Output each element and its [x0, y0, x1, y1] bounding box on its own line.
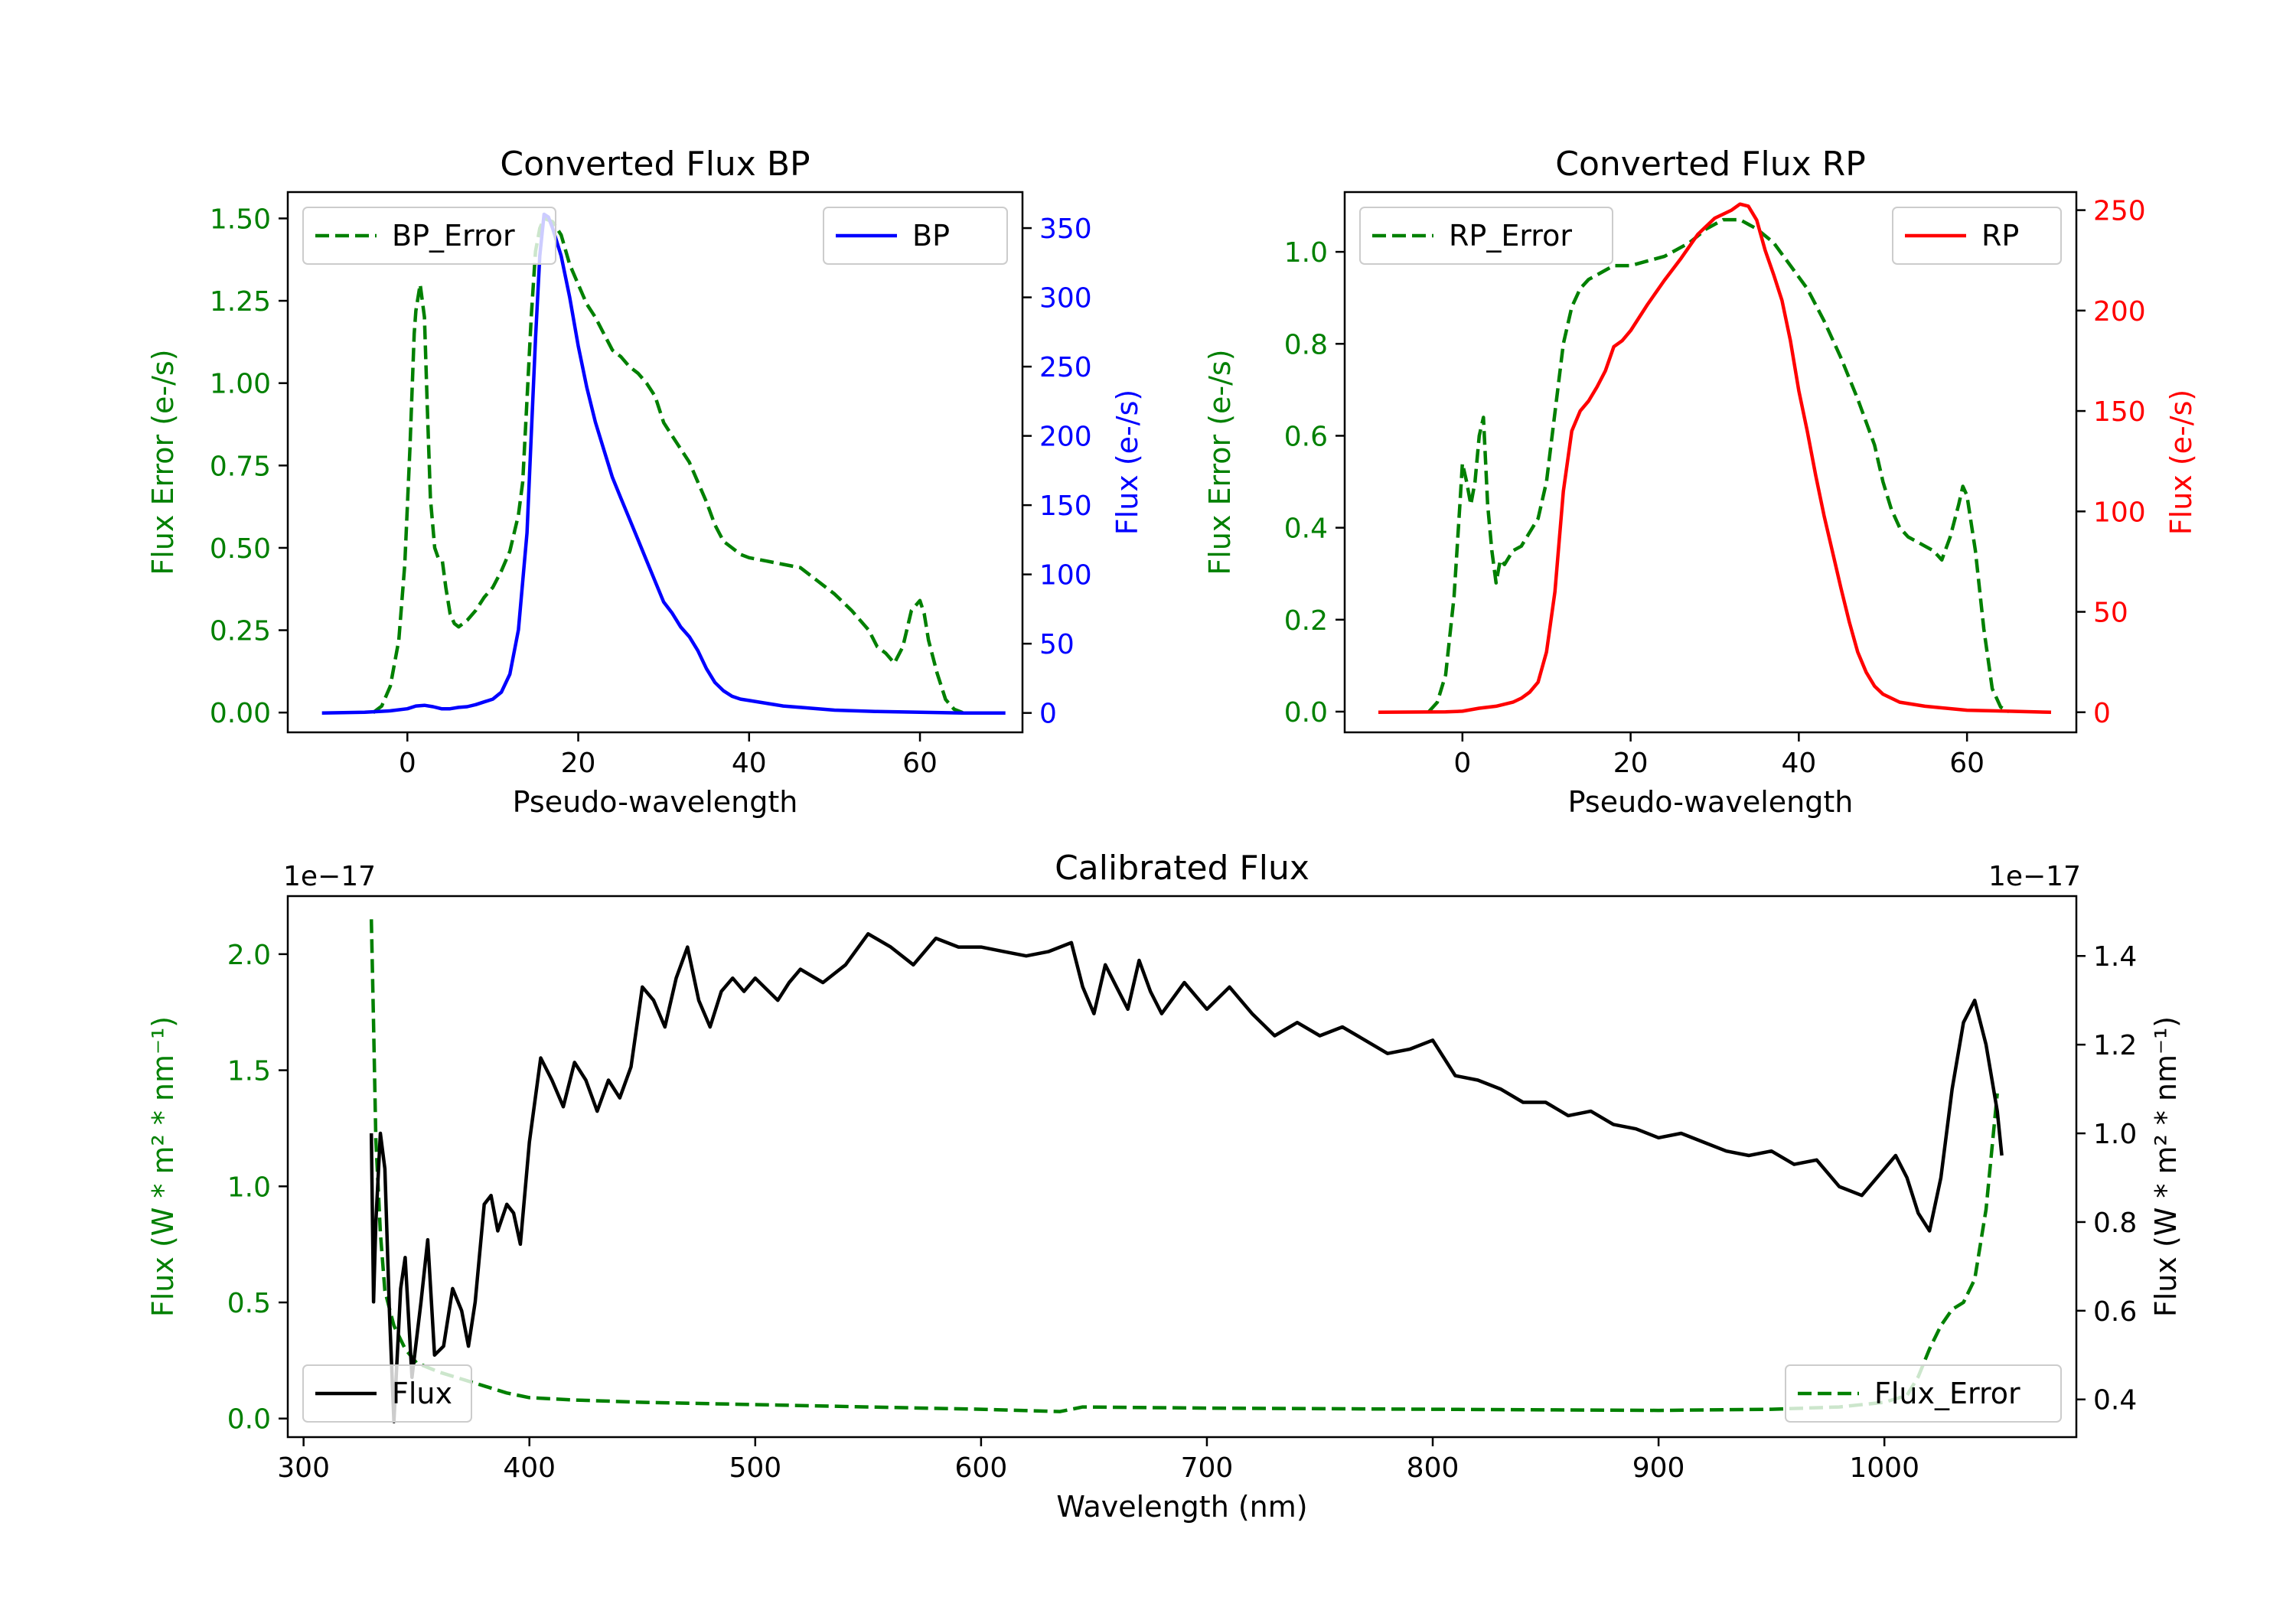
left-y-tick-label: 0.8 [1284, 329, 1328, 360]
legend-rp-error: RP_Error [1359, 207, 1613, 265]
left-y-tick-label: 1.0 [227, 1172, 271, 1203]
left-y-tick-label: 0.0 [1284, 697, 1328, 729]
chart-title: Converted Flux RP [1555, 145, 1866, 184]
legend-label: RP_Error [1449, 219, 1572, 253]
right-y-tick-label: 200 [1039, 422, 1092, 453]
right-y-axis-label: Flux (e-/s) [2164, 390, 2198, 535]
x-tick-label: 0 [399, 748, 416, 779]
right-y-tick-label: 1.4 [2093, 941, 2137, 973]
legend-label: Flux_Error [1874, 1377, 2020, 1410]
axes-frame [286, 895, 2078, 1439]
chart-title: Converted Flux BP [500, 145, 810, 184]
legend-label: BP [912, 219, 950, 253]
left-y-axis-label: Flux (W * m² * nm⁻¹) [146, 1016, 180, 1317]
x-axis-label: Wavelength (nm) [1056, 1490, 1307, 1524]
left-y-tick-label: 1.0 [1284, 237, 1328, 269]
right-y-tick-label: 250 [2093, 196, 2146, 227]
legend-flux-error: Flux_Error [1785, 1364, 2062, 1423]
right-y-tick-label: 0 [2093, 698, 2111, 729]
right-y-tick-label: 250 [1039, 352, 1092, 383]
right-y-tick-label: 50 [1039, 629, 1075, 660]
x-tick-label: 40 [1781, 748, 1816, 779]
left-y-tick-label: 0.4 [1284, 513, 1328, 545]
left-offset-text: 1e−17 [283, 861, 376, 892]
right-y-tick-label: 150 [2093, 396, 2146, 428]
right-y-tick-label: 100 [1039, 560, 1092, 592]
left-y-tick-label: 0.75 [210, 451, 271, 482]
right-y-tick-label: 1.2 [2093, 1030, 2137, 1061]
right-y-tick-label: 150 [1039, 491, 1092, 522]
x-tick-label: 60 [1949, 748, 1985, 779]
right-y-tick-label: 50 [2093, 598, 2128, 629]
left-y-tick-label: 0.50 [210, 533, 271, 565]
x-tick-label: 60 [902, 748, 938, 779]
legend-rp: RP [1892, 207, 2062, 265]
right-y-tick-label: 0.6 [2093, 1296, 2137, 1328]
series-line-bp-error [372, 217, 964, 715]
chart-bp: Converted Flux BP 0 20 40 60 Pseudo-wavelengt… [146, 145, 1144, 819]
x-tick-label: 20 [561, 748, 596, 779]
right-y-tick-label: 200 [2093, 296, 2146, 328]
x-axis-label: Pseudo-wavelength [1568, 785, 1854, 819]
x-tick-label: 400 [503, 1452, 556, 1484]
chart-title: Calibrated Flux [1055, 849, 1309, 888]
axes-frame [1343, 191, 2078, 734]
right-y-axis-label: Flux (e-/s) [1110, 390, 1144, 535]
left-y-tick-label: 0.2 [1284, 605, 1328, 637]
legend-bp: BP [823, 207, 1008, 265]
right-y-tick-label: 0 [1039, 699, 1057, 730]
x-tick-label: 600 [955, 1452, 1008, 1484]
axes-frame [286, 191, 1024, 734]
left-y-tick-label: 2.0 [227, 940, 271, 971]
series-line-rp [1378, 202, 2052, 715]
chart-rp: Converted Flux RP 0 20 40 60 Pseudo-wavelengt… [1203, 145, 2198, 819]
series-line-flux [369, 932, 2004, 1423]
x-tick-label: 500 [729, 1452, 781, 1484]
left-y-tick-label: 1.25 [210, 286, 271, 318]
legend-flux: Flux [302, 1364, 472, 1423]
series-line-bp [321, 212, 1006, 715]
right-y-tick-label: 0.8 [2093, 1208, 2137, 1239]
left-y-tick-label: 1.50 [210, 204, 271, 235]
legend-label: BP_Error [392, 219, 515, 253]
right-y-axis-label: Flux (W * m² * nm⁻¹) [2149, 1016, 2183, 1317]
x-axis-label: Pseudo-wavelength [513, 785, 798, 819]
left-y-tick-label: 1.00 [210, 369, 271, 400]
legend-label: Flux [392, 1377, 452, 1410]
x-tick-label: 20 [1613, 748, 1649, 779]
x-tick-label: 700 [1181, 1452, 1234, 1484]
left-y-axis-label: Flux Error (e-/s) [1203, 349, 1237, 575]
x-tick-label: 300 [277, 1452, 330, 1484]
left-y-tick-label: 0.0 [227, 1404, 271, 1436]
left-y-tick-label: 0.5 [227, 1288, 271, 1319]
left-y-tick-label: 0.6 [1284, 421, 1328, 452]
x-tick-label: 800 [1407, 1452, 1459, 1484]
right-y-tick-label: 0.4 [2093, 1385, 2137, 1416]
left-y-tick-label: 1.5 [227, 1056, 271, 1087]
right-y-tick-label: 1.0 [2093, 1119, 2137, 1150]
legend-bp-error: BP_Error [302, 207, 556, 265]
right-y-tick-label: 350 [1039, 214, 1092, 245]
right-y-tick-label: 300 [1039, 283, 1092, 315]
left-y-tick-label: 0.00 [210, 698, 271, 729]
right-offset-text: 1e−17 [1988, 861, 2081, 892]
legend-label: RP [1981, 219, 2019, 253]
x-tick-label: 1000 [1849, 1452, 1919, 1484]
x-tick-label: 900 [1632, 1452, 1685, 1484]
left-y-tick-label: 0.25 [210, 616, 271, 647]
x-tick-label: 40 [732, 748, 767, 779]
x-tick-label: 0 [1453, 748, 1471, 779]
series-line-rp-error [1427, 217, 2011, 713]
chart-cal: Calibrated Flux 300 400 500 600 700 800 900 1000… [146, 849, 2183, 1524]
series-line-flux-error [369, 919, 1999, 1413]
left-y-axis-label: Flux Error (e-/s) [146, 349, 180, 575]
right-y-tick-label: 100 [2093, 497, 2146, 528]
